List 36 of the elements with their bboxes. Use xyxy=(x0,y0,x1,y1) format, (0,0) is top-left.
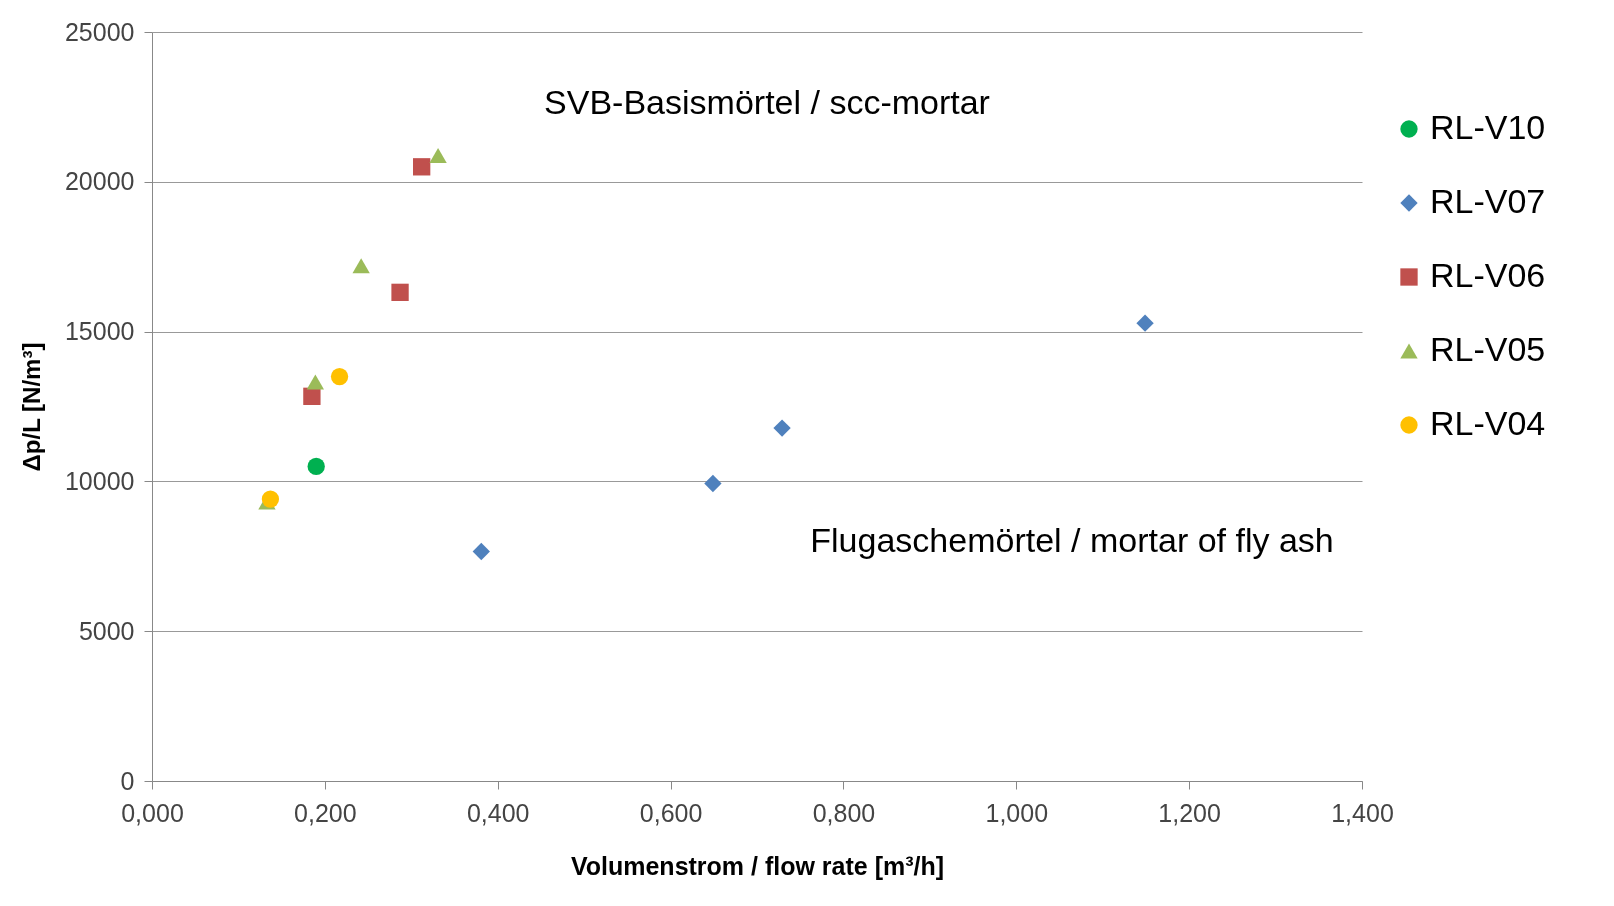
y-axis-title: Δp/L [N/m³] xyxy=(17,342,45,472)
y-tick-label: 25000 xyxy=(64,17,135,46)
x-axis-title: Volumenstrom / flow rate [m³/h] xyxy=(570,851,945,880)
point xyxy=(413,158,431,176)
y-tick-label: 15000 xyxy=(64,317,135,346)
annotation: SVB-Basismörtel / scc-mortar xyxy=(544,83,990,121)
x-tick-label: 0,000 xyxy=(121,798,184,827)
point xyxy=(352,258,370,274)
legend-label: RL-V05 xyxy=(1430,330,1546,368)
legend-label: RL-V04 xyxy=(1430,404,1546,442)
legend-label: RL-V06 xyxy=(1430,256,1546,294)
x-tick-label: 0,400 xyxy=(466,798,530,827)
point xyxy=(307,457,325,476)
y-tick-label: 20000 xyxy=(64,167,135,196)
legend-label: RL-V07 xyxy=(1430,182,1546,220)
x-tick-label: 1,200 xyxy=(1158,798,1221,827)
legend-label: RL-V10 xyxy=(1430,108,1546,146)
y-tick-label: 0 xyxy=(120,766,135,795)
annotation: Flugaschemörtel / mortar of fly ash xyxy=(810,521,1334,559)
y-tick-label: 10000 xyxy=(64,466,135,495)
point xyxy=(1136,314,1154,332)
point xyxy=(773,419,791,437)
x-tick-label: 0,600 xyxy=(639,798,703,827)
x-tick-label: 1,400 xyxy=(1331,798,1394,827)
point xyxy=(306,374,325,390)
point xyxy=(391,283,409,302)
point xyxy=(303,387,321,405)
x-tick-label: 1,000 xyxy=(985,798,1049,827)
x-tick-label: 0,200 xyxy=(294,798,357,827)
point xyxy=(330,367,349,386)
x-tick-label: 0,800 xyxy=(812,798,876,827)
point xyxy=(429,147,447,163)
y-tick-label: 5000 xyxy=(78,616,135,645)
point xyxy=(472,542,490,561)
point xyxy=(261,490,280,508)
point xyxy=(704,474,722,493)
